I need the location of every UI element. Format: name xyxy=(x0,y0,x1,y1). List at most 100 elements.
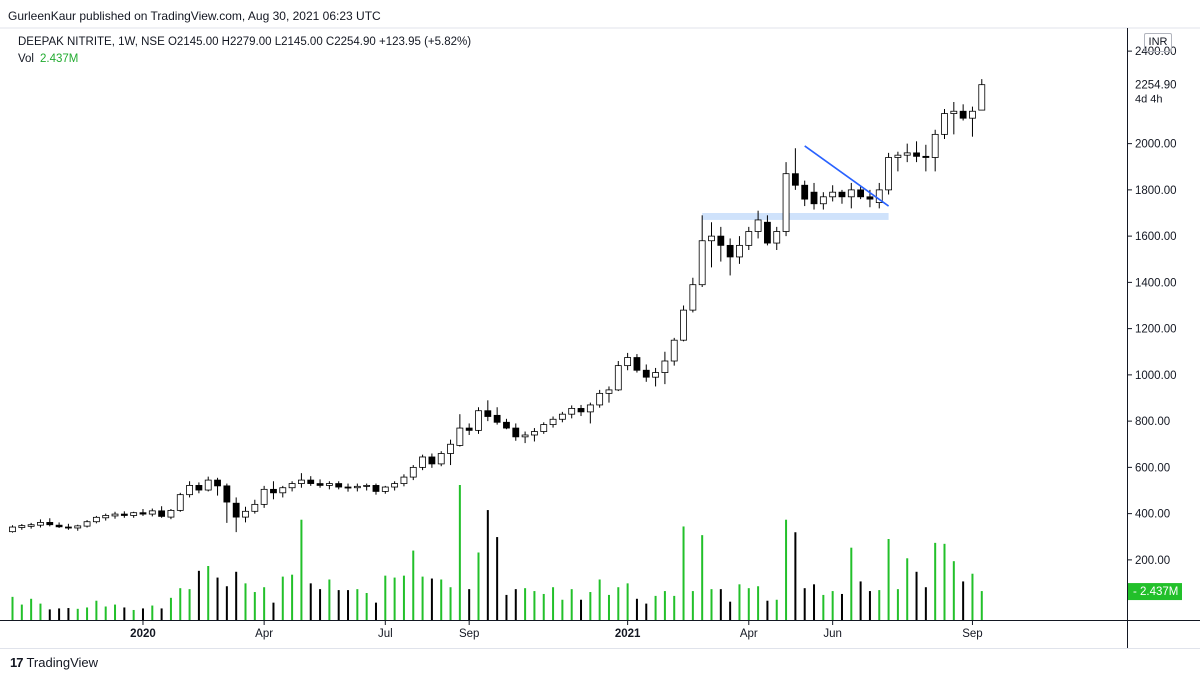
candle-body xyxy=(894,154,902,158)
volume-bar xyxy=(300,519,303,620)
candle-body xyxy=(810,191,818,205)
volume-bar xyxy=(924,587,927,620)
candle-body xyxy=(195,485,203,491)
x-tick-label: Sep xyxy=(962,628,982,640)
volume-bar xyxy=(328,579,331,620)
volume-bar xyxy=(980,591,983,620)
trendline xyxy=(804,145,890,207)
volume-bar xyxy=(645,603,648,620)
volume-bar xyxy=(132,609,135,620)
candle-body xyxy=(214,479,221,487)
volume-bar xyxy=(738,584,741,620)
volume-bar xyxy=(67,608,70,620)
candle-body xyxy=(605,389,613,394)
volume-bar xyxy=(580,599,583,620)
candle-body xyxy=(18,525,26,528)
volume-bar xyxy=(635,598,638,620)
candle-body xyxy=(307,479,315,484)
candle-body xyxy=(875,189,883,203)
volume-bar xyxy=(263,587,266,620)
y-tick-label: 1000.00 xyxy=(1135,370,1177,382)
candle-body xyxy=(847,189,855,198)
candle-body xyxy=(298,479,305,484)
candle-body xyxy=(186,485,193,496)
volume-bar xyxy=(95,600,98,620)
candle-body xyxy=(782,173,790,232)
y-tick-label: 400.00 xyxy=(1135,509,1170,521)
volume-bar xyxy=(775,599,778,620)
volume-bar xyxy=(169,597,172,620)
volume-bar xyxy=(235,571,238,620)
tradingview-brand[interactable]: 17 TradingView xyxy=(10,655,98,670)
volume-bar xyxy=(607,594,610,620)
volume-bar xyxy=(412,550,415,620)
last-price-box xyxy=(1128,75,1180,106)
candle-body xyxy=(689,284,697,311)
volume-bar xyxy=(813,584,816,620)
candle-body xyxy=(176,494,184,511)
volume-badge-label: - 2.437M xyxy=(1133,586,1178,598)
volume-bar xyxy=(766,600,769,620)
candle-body xyxy=(624,357,632,367)
candle-body xyxy=(568,408,576,415)
volume-bar xyxy=(598,579,601,620)
y-tick-label: 1800.00 xyxy=(1135,185,1177,197)
candle-body xyxy=(270,488,277,494)
volume-bar xyxy=(421,576,424,620)
x-tick-label: 2020 xyxy=(130,628,156,640)
candle-body xyxy=(764,221,771,244)
y-tick-label: 2000.00 xyxy=(1135,139,1177,151)
volume-bar xyxy=(468,589,471,620)
volume-bar xyxy=(691,591,694,620)
volume-bar xyxy=(86,607,89,620)
candle-body xyxy=(335,483,343,488)
candle-body xyxy=(633,357,641,371)
volume-bar xyxy=(850,547,853,620)
volume-bar xyxy=(477,552,480,620)
volume-bar xyxy=(673,595,676,620)
candle-body xyxy=(969,110,976,119)
volume-bar xyxy=(486,510,489,620)
candle-body xyxy=(577,408,585,413)
candle-body xyxy=(586,404,594,413)
candle-body xyxy=(102,515,110,519)
volume-bar xyxy=(319,589,322,620)
last-price-label: 2254.90 xyxy=(1135,80,1177,92)
volume-bar xyxy=(859,581,862,620)
volume-bar xyxy=(785,519,788,620)
candle-body xyxy=(409,466,417,478)
candle-body xyxy=(614,365,622,391)
candle-body xyxy=(726,244,734,258)
candle-body xyxy=(27,524,35,527)
candle-body xyxy=(130,512,138,516)
volume-bar xyxy=(160,608,163,620)
volume-bar xyxy=(561,599,564,620)
candle-body xyxy=(661,360,669,373)
volume-bar xyxy=(393,577,396,620)
candle-body xyxy=(698,240,706,286)
volume-bar xyxy=(48,609,51,620)
candle-body xyxy=(791,173,799,186)
volume-bar xyxy=(244,583,247,620)
candle-body xyxy=(465,427,473,431)
brand-name: TradingView xyxy=(26,655,99,670)
candle-body xyxy=(251,503,259,512)
volume-bar xyxy=(505,594,508,620)
currency-button[interactable]: INR xyxy=(1144,33,1172,52)
volume-bar xyxy=(458,485,461,620)
candle-body xyxy=(55,524,63,528)
volume-bar xyxy=(589,592,592,620)
candle-body xyxy=(111,513,119,517)
volume-bar xyxy=(114,604,117,620)
volume-bar xyxy=(570,589,573,620)
y-tick-label: 200.00 xyxy=(1135,555,1170,567)
volume-bar xyxy=(794,532,797,620)
volume-bar xyxy=(514,589,517,620)
x-tick-label: Jul xyxy=(378,628,393,640)
candle-body xyxy=(717,235,725,246)
candle-body xyxy=(83,521,91,527)
candle-body xyxy=(260,488,268,505)
volume-bar xyxy=(710,589,713,620)
x-tick-label: Apr xyxy=(255,628,273,640)
